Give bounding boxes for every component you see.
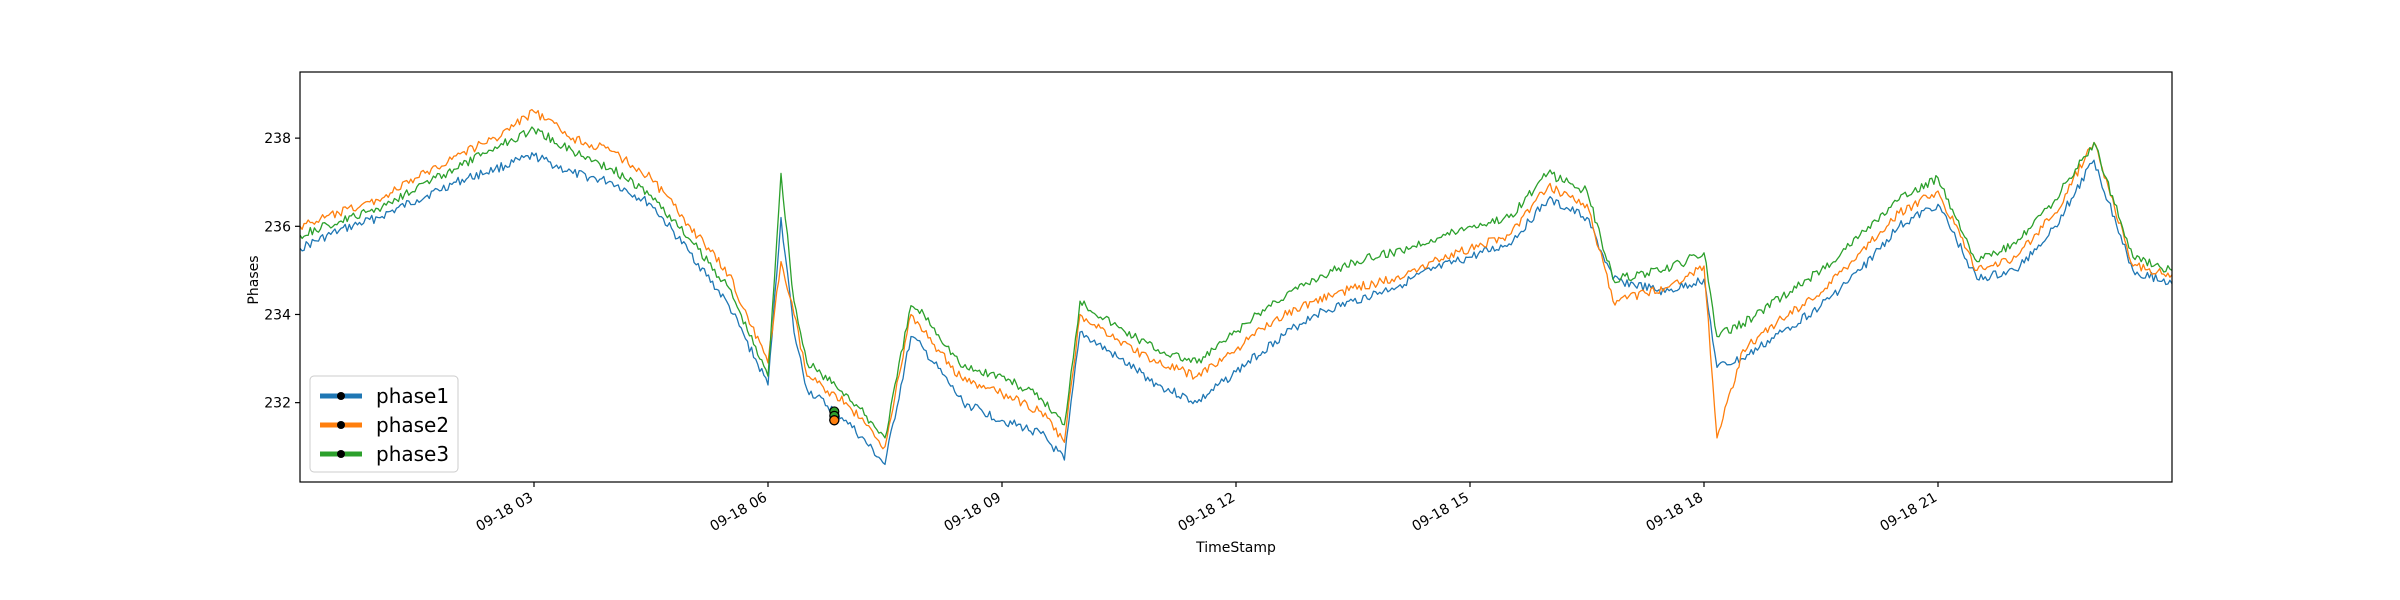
data-point-marker: [829, 415, 840, 426]
series-line-phase3: [299, 126, 2173, 439]
legend: phase1 phase2 phase3: [309, 375, 459, 473]
legend-marker: [337, 450, 345, 458]
y-axis-label: Phases: [246, 255, 262, 304]
y-axis: 232 234 236 238: [264, 131, 300, 412]
legend-label-phase3: phase3: [376, 442, 449, 466]
y-tick-label: 232: [264, 396, 291, 412]
legend-marker: [337, 421, 345, 429]
y-tick-label: 236: [264, 219, 291, 235]
plot-area: [299, 108, 2173, 466]
series-line-phase1: [299, 152, 2173, 466]
legend-label-phase1: phase1: [376, 384, 449, 408]
legend-label-phase2: phase2: [376, 413, 449, 437]
legend-frame: [309, 375, 459, 473]
y-tick-label: 238: [264, 131, 291, 147]
series-line-phase2: [299, 108, 2173, 450]
y-tick-label: 234: [264, 307, 291, 323]
legend-marker: [337, 392, 345, 400]
x-axis-label: TimeStamp: [1195, 540, 1276, 556]
